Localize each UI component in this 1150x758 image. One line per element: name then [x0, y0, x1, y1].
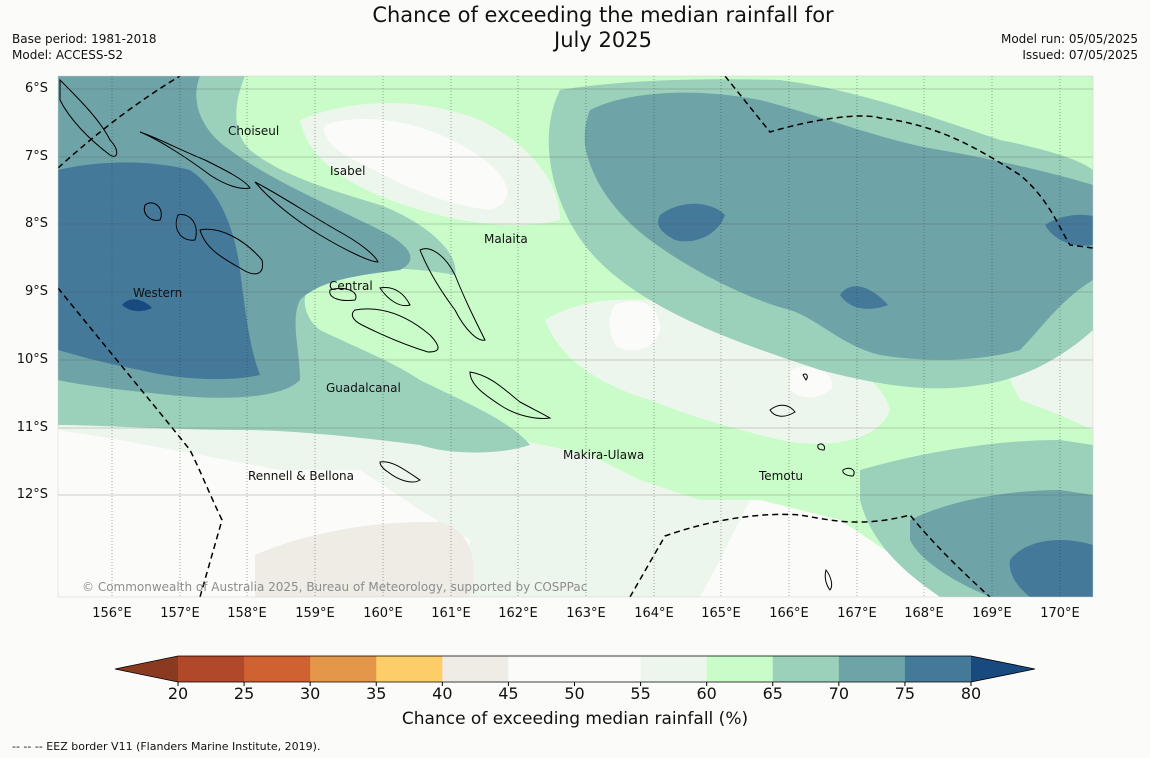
colorbar-tick-label: 20 [167, 684, 189, 703]
colorbar-tick-label: 70 [828, 684, 849, 703]
lat-label: 12°S [16, 487, 48, 502]
colorbar-tick-label: 40 [432, 684, 453, 703]
lon-label: 160°E [363, 606, 403, 621]
colorbar-segment [442, 656, 509, 682]
place-label-central: Central [329, 279, 373, 293]
lon-label: 163°E [566, 606, 606, 621]
lon-label: 162°E [498, 606, 538, 621]
copyright-notice: © Commonwealth of Australia 2025, Bureau… [82, 580, 588, 594]
map-gridlines [58, 88, 1093, 496]
contour-inner-50 [324, 119, 508, 210]
lat-label: 7°S [24, 149, 48, 164]
colorbar-segment [178, 656, 245, 682]
place-label-malaita: Malaita [484, 232, 528, 246]
lon-label: 161°E [431, 606, 471, 621]
model-run: Model run: 05/05/2025 [1000, 32, 1138, 46]
colorbar-segment [772, 656, 840, 682]
place-label-isabel: Isabel [330, 164, 366, 178]
island-outlines [59, 78, 855, 591]
lon-label: 164°E [634, 606, 674, 621]
place-label-western: Western [133, 286, 183, 300]
contour-75-80 [58, 162, 260, 380]
colorbar-tick-label: 75 [894, 684, 916, 703]
contour-70-75-east [584, 92, 1093, 360]
colorbar-label: Chance of exceeding median rainfall (%) [401, 709, 749, 729]
issued-date: Issued: 07/05/2025 [1022, 48, 1138, 62]
colorbar-tick-label: 60 [696, 684, 717, 703]
colorbar-tick-label: 45 [498, 684, 519, 703]
lon-label: 156°E [92, 606, 132, 621]
colorbar-segment [508, 656, 575, 682]
contour-inner-50c [790, 366, 833, 398]
eez-border [58, 76, 1093, 597]
colorbar-tick-label: 55 [630, 684, 651, 703]
colorbar-extend-low [115, 656, 178, 682]
colorbar-segment [376, 656, 443, 682]
colorbar-segment [574, 656, 642, 682]
lat-label: 10°S [16, 352, 48, 367]
lon-label: 167°E [837, 606, 877, 621]
lat-label: 11°S [16, 420, 48, 435]
contour-inner-50b [609, 301, 660, 351]
map-frame [57, 75, 1094, 598]
eez-footnote: -- -- -- EEZ border V11 (Flanders Marine… [12, 740, 321, 753]
colorbar-tick-label: 35 [366, 684, 387, 703]
place-label-temotu: Temotu [759, 469, 804, 483]
lon-label: 168°E [904, 606, 944, 621]
colorbar-segment [838, 656, 906, 682]
meta-right: Model run: 05/05/2025 Issued: 07/05/2025 [1001, 31, 1138, 63]
colorbar-tick-label: 65 [762, 684, 783, 703]
place-label-guadalcanal: Guadalcanal [326, 381, 401, 395]
map-title: Chance of exceeding the median rainfall … [0, 3, 1150, 53]
lon-label: 169°E [972, 606, 1012, 621]
colorbar-segment [244, 656, 311, 682]
lon-label: 159°E [295, 606, 335, 621]
meta-left: Base period: 1981-2018 Model: ACCESS-S2 [12, 31, 157, 63]
lon-label: 165°E [701, 606, 741, 621]
lat-label: 6°S [24, 81, 48, 96]
place-label-choiseul: Choiseul [228, 124, 280, 138]
colorbar-extend-high [971, 656, 1035, 682]
lon-label: 157°E [160, 606, 200, 621]
place-label-rennell-bellona: Rennell & Bellona [248, 469, 355, 483]
title-line-2: July 2025 [554, 28, 652, 52]
title-line-1: Chance of exceeding the median rainfall … [372, 3, 834, 27]
contour-75-80-e [1009, 540, 1093, 597]
colorbar-tick-label: 50 [564, 684, 585, 703]
lon-label: 166°E [769, 606, 809, 621]
model-name: Model: ACCESS-S2 [12, 48, 124, 62]
lat-label: 8°S [24, 216, 48, 231]
lon-label: 170°E [1040, 606, 1080, 621]
colorbar-segment [310, 656, 377, 682]
contour-80-plus [122, 299, 152, 312]
colorbar-segment [706, 656, 774, 682]
colorbar-segment [640, 656, 708, 682]
contour-75-80-d [1045, 214, 1093, 246]
place-label-makira-ulawa: Makira-Ulawa [563, 448, 645, 462]
lat-label: 9°S [24, 284, 48, 299]
lon-label: 158°E [227, 606, 267, 621]
contour-75-80-b [658, 203, 725, 242]
colorbar-tick-label: 80 [960, 684, 982, 703]
colorbar-tick-label: 25 [233, 684, 255, 703]
contour-inner-45 [255, 521, 474, 597]
colorbar-tick-label: 30 [299, 684, 321, 703]
base-period: Base period: 1981-2018 [12, 32, 157, 46]
colorbar-segment [904, 656, 972, 682]
